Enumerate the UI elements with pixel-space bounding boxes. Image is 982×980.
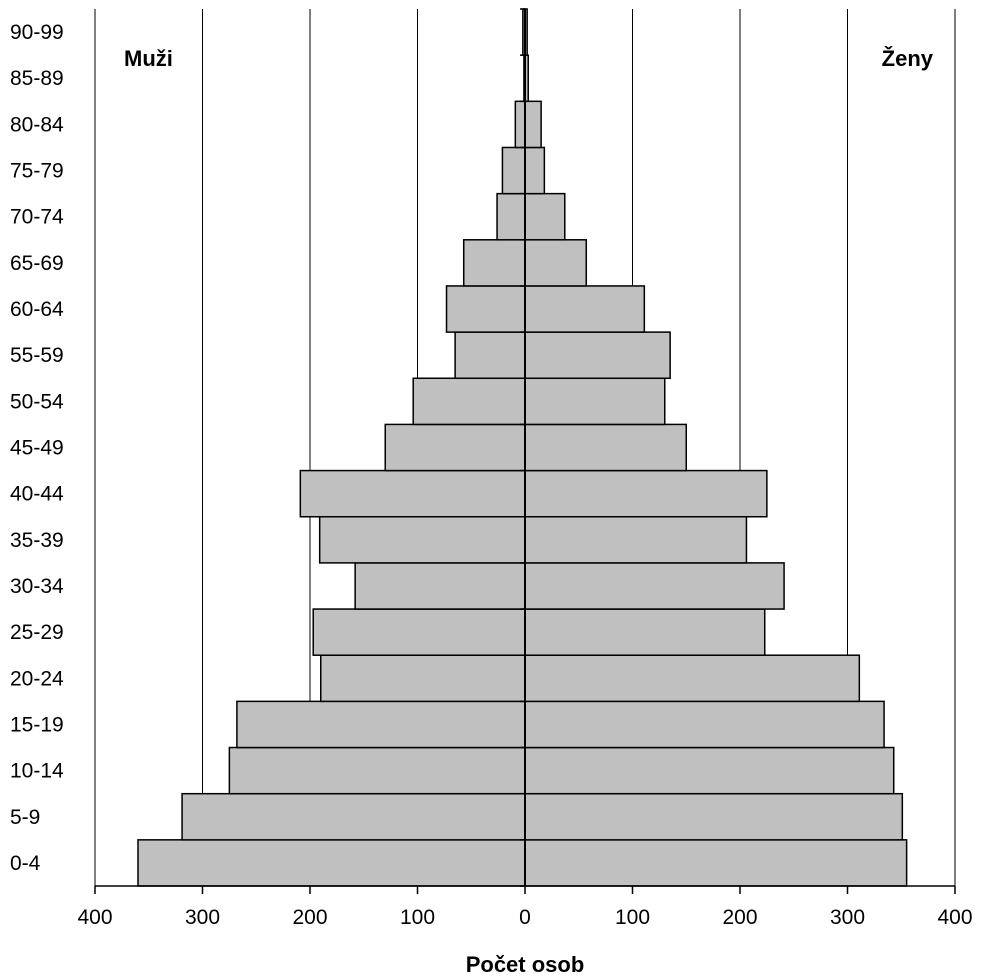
bar-male-10-14 — [228, 746, 526, 795]
y-tick-label: 30-34 — [10, 575, 64, 598]
y-tick-label: 65-69 — [10, 252, 64, 275]
y-tick-label: 0-4 — [10, 852, 41, 875]
y-tick-label: 50-54 — [10, 390, 64, 413]
y-tick-label: 25-29 — [10, 621, 64, 644]
bar-female-5-9 — [524, 792, 904, 841]
bar-male-30-34 — [354, 562, 526, 610]
y-tick-label: 70-74 — [10, 206, 64, 229]
bar-female-35-39 — [524, 515, 748, 564]
y-tick-label: 45-49 — [10, 437, 64, 460]
bar-male-0-4 — [137, 839, 526, 887]
bar-male-70-74 — [496, 192, 526, 241]
x-tick-label: 200 — [722, 906, 757, 929]
y-tick-labels: 0-4 5-9 10-14 15-19 20-24 25-29 30-34 35-39 40-4… — [10, 21, 64, 875]
x-tick-label: 300 — [185, 906, 220, 929]
y-tick-label: 35-39 — [10, 529, 64, 552]
bar-female-0-4 — [524, 839, 908, 887]
x-tick-label: 400 — [937, 906, 972, 929]
x-tick-label: 100 — [615, 906, 650, 929]
bar-female-65-69 — [524, 239, 588, 287]
left-series-label: Muži — [124, 46, 173, 71]
bar-female-75-79 — [524, 146, 546, 195]
bar-male-20-24 — [320, 654, 526, 703]
y-tick-label: 80-84 — [10, 113, 64, 136]
bar-male-80-84 — [514, 100, 526, 149]
bars — [137, 8, 908, 887]
bar-female-30-34 — [524, 562, 785, 610]
y-tick-label: 40-44 — [10, 483, 64, 506]
bar-female-40-44 — [524, 469, 768, 518]
x-tick-label: 200 — [292, 906, 327, 929]
bar-male-60-64 — [445, 285, 526, 333]
y-tick-label: 5-9 — [10, 806, 40, 829]
bar-male-45-49 — [384, 423, 526, 472]
bar-male-15-19 — [236, 700, 526, 749]
x-tick-label: 400 — [77, 906, 112, 929]
axes — [94, 8, 956, 894]
y-tick-label: 55-59 — [10, 344, 64, 367]
x-tick-label: 0 — [519, 906, 531, 929]
bar-female-50-54 — [524, 377, 666, 426]
y-tick-label: 15-19 — [10, 713, 64, 736]
bar-female-80-84 — [524, 100, 542, 149]
bar-female-60-64 — [524, 285, 646, 333]
bar-male-25-29 — [312, 608, 526, 656]
y-tick-label: 60-64 — [10, 298, 64, 321]
bar-female-10-14 — [524, 746, 895, 795]
bar-male-50-54 — [412, 377, 526, 426]
bar-female-45-49 — [524, 423, 687, 472]
y-tick-label: 85-89 — [10, 67, 64, 90]
bar-female-70-74 — [524, 192, 566, 241]
bar-female-25-29 — [524, 608, 766, 656]
bar-male-55-59 — [454, 331, 526, 380]
bar-female-15-19 — [524, 700, 885, 749]
y-tick-label: 90-99 — [10, 21, 64, 44]
x-tick-labels: 400 300 200 100 0 100 200 300 400 — [77, 906, 972, 929]
bar-male-65-69 — [462, 239, 526, 287]
right-series-label: Ženy — [882, 46, 934, 71]
bar-female-55-59 — [524, 331, 671, 380]
bar-female-20-24 — [524, 654, 861, 703]
y-tick-label: 20-24 — [10, 667, 64, 690]
bar-male-5-9 — [181, 792, 526, 841]
x-axis-title: Počet osob — [466, 952, 585, 977]
x-tick-label: 100 — [400, 906, 435, 929]
x-tick-label: 300 — [830, 906, 865, 929]
y-tick-label: 10-14 — [10, 760, 64, 783]
y-tick-label: 75-79 — [10, 160, 64, 183]
bar-male-40-44 — [299, 469, 526, 518]
bar-male-75-79 — [501, 146, 526, 195]
bar-male-35-39 — [318, 515, 526, 564]
